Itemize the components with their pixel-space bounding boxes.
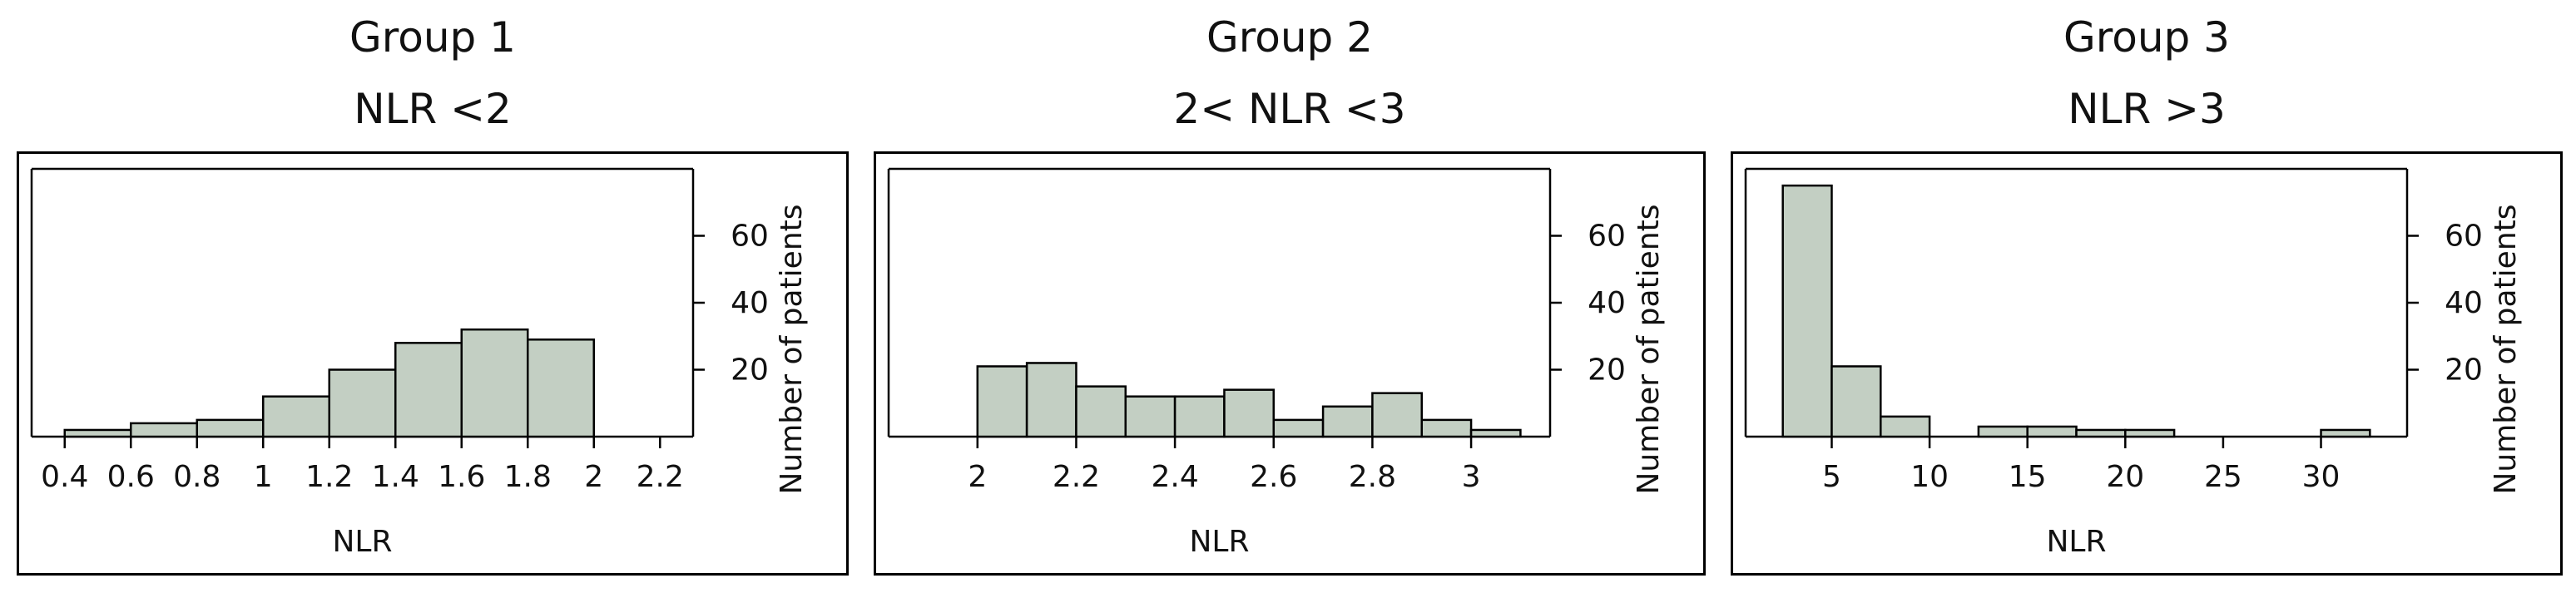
x-tick-label: 15 [2009,460,2047,494]
y-tick-label: 20 [1588,353,1626,388]
histogram-bar [1025,362,1077,438]
x-tick-label: 25 [2204,460,2242,494]
histogram-bar [1371,392,1423,438]
y-axis-label: Number of patients [1632,204,1666,494]
y-axis-label: Number of patients [2489,204,2523,494]
chart-frame: 0.4 0.6 0.8 1 1.2 1.4 1.6 1.8 2 2.2 20 40 60 NLR Numbe… [17,151,849,576]
x-tick-label: 1.2 [305,460,353,494]
x-tick-label: 0.6 [107,460,155,494]
histogram-bar [1469,428,1522,438]
x-tick-label: 0.4 [41,460,88,494]
histogram-bar [2124,428,2176,438]
histogram-1: 0.4 0.6 0.8 1 1.2 1.4 1.6 1.8 2 2.2 20 40 60 NLR Numbe… [30,167,809,559]
chart-title: Group 1 [349,13,516,62]
chart-frame: 5 10 15 20 25 30 20 40 60 NLR Number of patients [1731,151,2563,576]
y-tick-label: 40 [1588,286,1626,320]
chart-group-1: Group 1 NLR <2 0.4 0.6 0.8 1 1.2 1.4 1.6 1.8 2 2.… [17,0,849,593]
histogram-bar [2026,425,2078,438]
chart-group-3: Group 3 NLR >3 5 10 15 20 25 30 20 40 60 NLR Numbe… [1731,0,2563,593]
x-tick-label: 2.2 [1053,460,1100,494]
histogram-bar [2075,428,2127,438]
x-axis-label: NLR [2047,525,2107,559]
histogram-bar [1272,418,1325,438]
y-tick-label: 40 [2445,286,2483,320]
x-tick-label: 2 [584,460,603,494]
histogram-bar [63,428,132,438]
histogram-bar [1977,425,2029,438]
histogram-bar [1173,395,1226,438]
histogram-bar [1420,418,1473,438]
x-tick-label: 1.6 [438,460,485,494]
histogram-2: 2 2.2 2.4 2.6 2.8 3 20 40 60 NLR Number of patient… [887,167,1666,559]
chart-frame: 2 2.2 2.4 2.6 2.8 3 20 40 60 NLR Number of patient… [874,151,1706,576]
histogram-bar [1124,395,1177,438]
chart-subtitle: NLR >3 [2068,85,2226,133]
chart-title: Group 2 [1206,13,1373,62]
y-tick-label: 40 [731,286,769,320]
histogram-bar [130,422,198,438]
x-tick-label: 0.8 [173,460,220,494]
histogram-bar [976,365,1028,438]
x-tick-label: 20 [2106,460,2144,494]
x-tick-label: 1.4 [372,460,419,494]
histogram-bar [527,339,595,438]
histogram-bar [1223,388,1276,438]
histogram-bar [196,418,265,438]
histogram-bar [262,395,330,438]
chart-subtitle: 2< NLR <3 [1173,85,1406,133]
histogram-bar [328,368,397,438]
chart-subtitle: NLR <2 [354,85,512,133]
histogram-bar [1321,405,1374,438]
y-tick-label: 60 [2445,220,2483,254]
x-tick-label: 30 [2302,460,2341,494]
x-tick-label: 2.8 [1349,460,1396,494]
x-tick-label: 1 [254,460,273,494]
y-axis-label: Number of patients [775,204,809,494]
histogram-bar [1781,184,1833,438]
y-tick-label: 20 [731,353,769,388]
chart-title: Group 3 [2063,13,2230,62]
x-tick-label: 2.4 [1151,460,1198,494]
x-tick-label: 2 [968,460,987,494]
histogram-bar [1880,415,1931,438]
chart-group-2: Group 2 2< NLR <3 2 2.2 2.4 2.6 2.8 3 20 40 60 NL… [874,0,1706,593]
x-tick-label: 1.8 [504,460,552,494]
y-tick-label: 60 [731,220,769,254]
x-tick-label: 5 [1822,460,1841,494]
x-tick-label: 2.6 [1250,460,1297,494]
x-axis-label: NLR [1190,525,1250,559]
histogram-bar [394,342,463,438]
x-tick-label: 10 [1910,460,1949,494]
y-tick-label: 60 [1588,220,1626,254]
histogram-bar [460,328,529,438]
y-tick-label: 20 [2445,353,2483,388]
histogram-bar [1830,365,1882,438]
x-tick-label: 2.2 [637,460,684,494]
histogram-bar [2320,428,2371,438]
x-axis-label: NLR [333,525,393,559]
x-tick-label: 3 [1462,460,1481,494]
histogram-bar [1075,385,1127,438]
histogram-3: 5 10 15 20 25 30 20 40 60 NLR Number of patients [1744,167,2523,559]
